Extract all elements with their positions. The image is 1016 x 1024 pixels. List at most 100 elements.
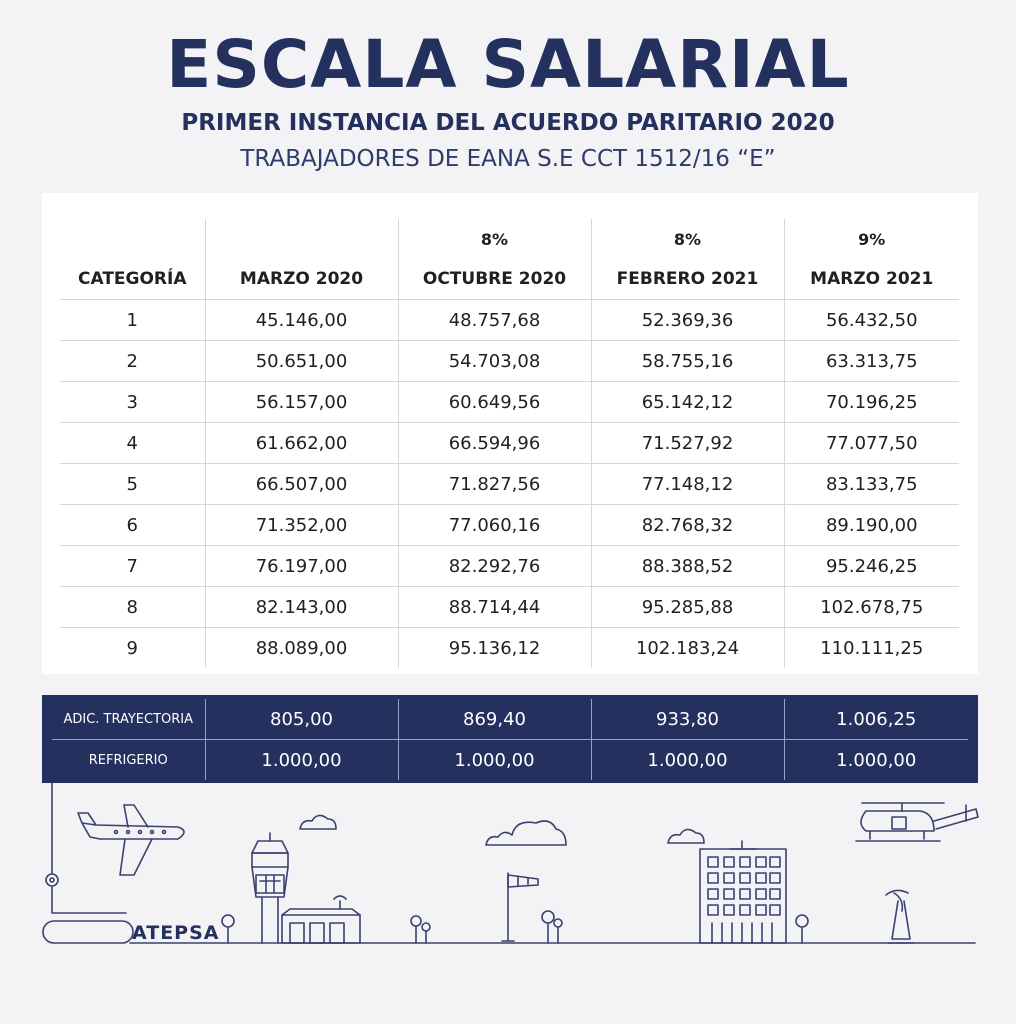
salary-cell: 65.142,12 — [590, 381, 784, 423]
table-row: 5 66.507,00 71.827,56 77.148,12 83.133,75 — [60, 463, 959, 505]
salary-body: 1 45.146,00 48.757,68 52.369,36 56.432,50 2 50… — [60, 299, 959, 668]
column-header: CATEGORÍA — [60, 259, 205, 300]
cloud-icon — [667, 828, 705, 844]
salary-cell: 102.678,75 — [783, 586, 959, 628]
helicopter-icon — [855, 802, 979, 842]
table-row: 1 45.146,00 48.757,68 52.369,36 56.432,50 — [60, 299, 959, 341]
salary-cell: 45.146,00 — [204, 299, 398, 341]
table-row: 6 71.352,00 77.060,16 82.768,32 89.190,00 — [60, 504, 959, 546]
salary-cell: 63.313,75 — [783, 340, 959, 382]
windsock-icon — [501, 872, 539, 942]
salary-cell: 66.594,96 — [397, 422, 591, 464]
salary-cell: 71.352,00 — [204, 504, 398, 546]
tree-icon — [221, 914, 235, 944]
salary-table-card: 8% 8% 9% CATEGORÍA MARZO 2020 OCTUBRE 20… — [42, 193, 978, 674]
salary-cell: 95.285,88 — [590, 586, 784, 628]
table-row: 3 56.157,00 60.649,56 65.142,12 70.196,25 — [60, 381, 959, 423]
salary-cell: 54.703,08 — [397, 340, 591, 382]
column-header: FEBRERO 2021 — [590, 259, 784, 300]
table-row: 8 82.143,00 88.714,44 95.285,88 102.678,75 — [60, 586, 959, 628]
extras-label: ADIC. TRAYECTORIA — [52, 699, 205, 740]
header-row: CATEGORÍA MARZO 2020 OCTUBRE 2020 FEBRER… — [60, 259, 959, 300]
atepsa-logo: ATEPSA — [132, 922, 220, 944]
extras-value: 869,40 — [397, 699, 591, 740]
salary-cell: 82.768,32 — [590, 504, 784, 546]
category-cell: 3 — [60, 381, 205, 423]
category-cell: 5 — [60, 463, 205, 505]
salary-cell: 82.292,76 — [397, 545, 591, 587]
tree-icon — [795, 914, 809, 944]
category-cell: 6 — [60, 504, 205, 546]
salary-cell: 83.133,75 — [783, 463, 959, 505]
page-title: ESCALA SALARIAL — [166, 26, 850, 103]
salary-cell: 77.060,16 — [397, 504, 591, 546]
page-subtitle: PRIMER INSTANCIA DEL ACUERDO PARITARIO 2… — [181, 110, 835, 136]
extras-value: 1.000,00 — [204, 739, 398, 780]
salary-cell: 71.827,56 — [397, 463, 591, 505]
salary-cell: 56.157,00 — [204, 381, 398, 423]
building-icon — [699, 840, 787, 944]
tree-icon — [541, 910, 563, 944]
category-cell: 8 — [60, 586, 205, 628]
category-cell: 1 — [60, 299, 205, 341]
control-tower-icon — [251, 832, 361, 944]
salary-cell: 77.148,12 — [590, 463, 784, 505]
salary-cell: 48.757,68 — [397, 299, 591, 341]
extras-band: ADIC. TRAYECTORIA 805,00 869,40 933,80 1… — [42, 695, 978, 783]
extras-row-trayectoria: ADIC. TRAYECTORIA 805,00 869,40 933,80 1… — [52, 699, 968, 740]
column-header: OCTUBRE 2020 — [397, 259, 591, 300]
extras-table: ADIC. TRAYECTORIA 805,00 869,40 933,80 1… — [52, 699, 968, 780]
percentage-cell — [204, 219, 398, 259]
table-row: 9 88.089,00 95.136,12 102.183,24 110.111,25 — [60, 627, 959, 668]
category-cell: 9 — [126, 637, 138, 659]
percentage-row: 8% 8% 9% — [60, 219, 959, 259]
extras-value: 933,80 — [590, 699, 784, 740]
salary-cell: 88.714,44 — [397, 586, 591, 628]
salary-cell: 102.183,24 — [590, 627, 784, 668]
tree-icon — [410, 915, 431, 944]
percentage-cell: 8% — [397, 219, 591, 259]
percentage-cell — [60, 219, 205, 259]
salary-cell: 82.143,00 — [204, 586, 398, 628]
extras-label: REFRIGERIO — [88, 752, 168, 768]
salary-table: 8% 8% 9% CATEGORÍA MARZO 2020 OCTUBRE 20… — [60, 219, 959, 668]
salary-cell: 95.136,12 — [397, 627, 591, 668]
salary-cell: 110.111,25 — [783, 627, 959, 668]
category-cell: 2 — [60, 340, 205, 382]
category-cell: 4 — [60, 422, 205, 464]
column-header: MARZO 2020 — [204, 259, 398, 300]
percentage-cell: 8% — [590, 219, 784, 259]
salary-cell: 60.649,56 — [397, 381, 591, 423]
salary-cell: 56.432,50 — [783, 299, 959, 341]
salary-cell: 52.369,36 — [590, 299, 784, 341]
table-row: 2 50.651,00 54.703,08 58.755,16 63.313,75 — [60, 340, 959, 382]
extras-value: 1.000,00 — [397, 739, 591, 780]
extras-value: 805,00 — [204, 699, 398, 740]
cloud-icon — [299, 814, 337, 830]
airplane-icon — [77, 804, 185, 876]
salary-cell: 58.755,16 — [590, 340, 784, 382]
extras-value: 1.006,25 — [783, 699, 968, 740]
salary-cell: 95.246,25 — [783, 545, 959, 587]
extras-value: 1.000,00 — [783, 739, 968, 780]
percentage-cell: 9% — [783, 219, 959, 259]
salary-cell: 61.662,00 — [204, 422, 398, 464]
salary-cell: 88.089,00 — [204, 627, 398, 668]
salary-cell: 50.651,00 — [204, 340, 398, 382]
page-subtitle-secondary: TRABAJADORES DE EANA S.E CCT 1512/16 “E” — [240, 146, 776, 172]
salary-cell: 71.527,92 — [590, 422, 784, 464]
salary-cell: 76.197,00 — [204, 545, 398, 587]
radar-icon — [885, 889, 915, 944]
salary-cell: 77.077,50 — [783, 422, 959, 464]
salary-cell: 66.507,00 — [204, 463, 398, 505]
extras-value: 1.000,00 — [590, 739, 784, 780]
extras-row-refrigerio: REFRIGERIO 1.000,00 1.000,00 1.000,00 1.… — [52, 739, 968, 780]
table-row: 4 61.662,00 66.594,96 71.527,92 77.077,50 — [60, 422, 959, 464]
salary-cell: 88.388,52 — [590, 545, 784, 587]
category-cell: 7 — [60, 545, 205, 587]
table-row: 7 76.197,00 82.292,76 88.388,52 95.246,25 — [60, 545, 959, 587]
salary-cell: 89.190,00 — [783, 504, 959, 546]
cloud-icon — [485, 820, 567, 846]
airport-illustration — [42, 783, 979, 944]
salary-cell: 70.196,25 — [783, 381, 959, 423]
